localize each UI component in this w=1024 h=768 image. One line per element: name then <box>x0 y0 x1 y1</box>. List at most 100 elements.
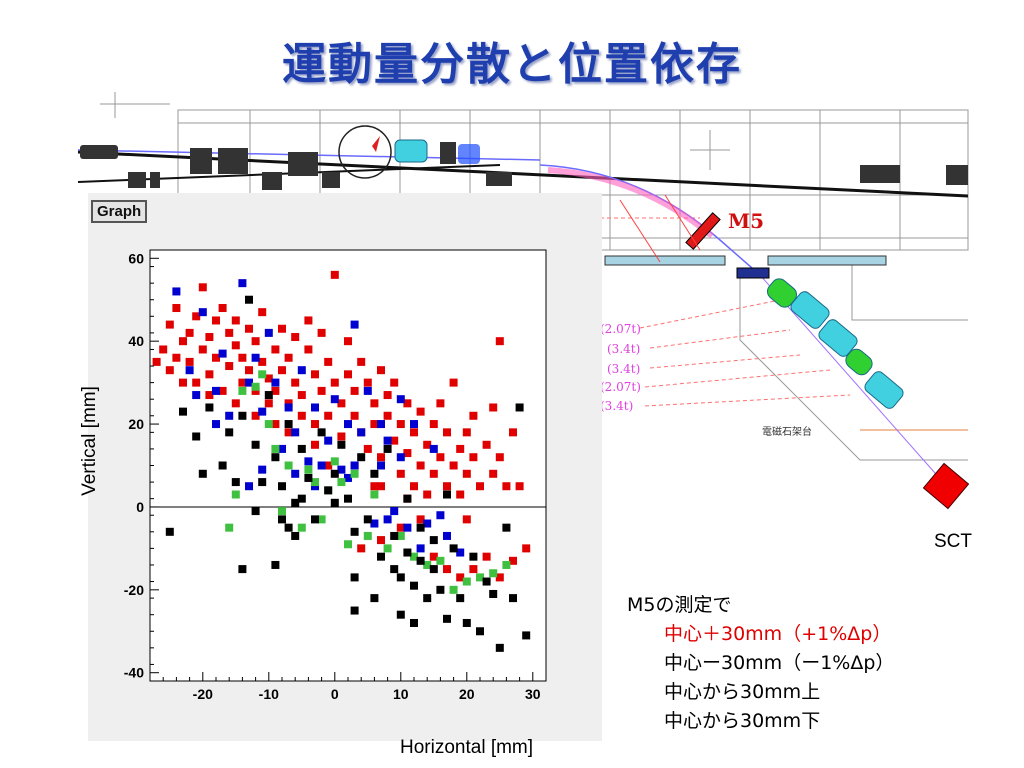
scatter-point <box>324 486 333 495</box>
scatter-point <box>330 378 339 387</box>
scatter-point <box>403 548 412 557</box>
scatter-point <box>436 511 445 520</box>
scatter-point <box>291 469 300 478</box>
scatter-point <box>344 494 352 503</box>
scatter-point <box>429 536 438 545</box>
scatter-point <box>443 482 451 491</box>
scatter-point <box>291 498 300 507</box>
scatter-point <box>251 337 260 346</box>
graph-tab-label: Graph <box>91 200 148 223</box>
scatter-point <box>449 378 458 387</box>
scatter-point <box>238 411 247 420</box>
scatter-point <box>357 544 366 553</box>
scatter-point <box>245 324 253 333</box>
scatter-point <box>238 353 247 362</box>
scatter-point <box>396 610 405 619</box>
scatter-point <box>192 391 201 400</box>
scatter-point <box>304 465 313 474</box>
scatter-point <box>383 391 392 400</box>
scatter-point <box>159 345 168 354</box>
scatter-point <box>278 324 286 333</box>
scatter-point <box>205 333 214 342</box>
scatter-point <box>251 382 260 391</box>
scatter-point <box>185 366 194 375</box>
scatter-point <box>377 482 385 491</box>
scatter-point <box>284 428 293 437</box>
scatter-point <box>264 420 273 429</box>
scatter-point <box>495 337 504 346</box>
scatter-point <box>297 523 306 532</box>
scatter-point <box>251 440 260 449</box>
scatter-point <box>337 440 346 449</box>
scatter-point <box>297 494 306 503</box>
scatter-point <box>410 428 418 437</box>
scatter-point <box>469 565 478 574</box>
scatter-point <box>179 378 187 387</box>
scatter-point <box>429 469 438 478</box>
scatter-point <box>509 428 517 437</box>
scatter-point <box>436 556 445 565</box>
scatter-point <box>231 316 240 325</box>
y-tick-label: 20 <box>128 416 144 432</box>
scatter-point <box>502 560 511 569</box>
scatter-point <box>311 403 319 412</box>
scatter-point <box>390 378 399 387</box>
scatter-point <box>205 370 214 379</box>
scatter-point <box>179 407 187 416</box>
scatter-point <box>264 399 273 408</box>
scatter-point <box>165 527 174 536</box>
scatter-point <box>462 515 471 524</box>
scatter-point <box>337 432 346 441</box>
scatter-point <box>330 498 339 507</box>
scatter-point <box>350 461 359 470</box>
scatter-point <box>476 482 484 491</box>
scatter-point <box>172 304 181 313</box>
scatter-point <box>482 552 491 561</box>
scatter-point <box>337 478 346 487</box>
scatter-point <box>469 411 478 420</box>
sct-label: SCT <box>934 531 972 552</box>
scatter-point <box>225 523 234 532</box>
scatter-point <box>311 440 319 449</box>
scatter-point <box>350 320 359 329</box>
scatter-point <box>370 482 379 491</box>
scatter-point <box>377 366 385 375</box>
scatter-point <box>363 386 372 395</box>
scatter-point <box>205 403 214 412</box>
scatter-point <box>476 627 484 636</box>
scatter-point <box>271 345 280 354</box>
scatter-point <box>278 482 286 491</box>
scatter-point <box>330 395 339 404</box>
scatter-point <box>330 457 339 466</box>
scatter-point <box>350 469 359 478</box>
scatter-point <box>429 420 438 429</box>
scatter-point <box>297 391 306 400</box>
scatter-point <box>179 337 187 346</box>
scatter-point <box>482 577 491 586</box>
scatter-point <box>443 565 451 574</box>
magnet-stand-label: 電磁石架台 <box>762 425 812 438</box>
scatter-point <box>291 378 300 387</box>
scatter-point <box>225 411 234 420</box>
scatter-point <box>324 357 333 366</box>
scatter-point <box>297 444 306 453</box>
scatter-point <box>218 461 227 470</box>
scatter-point <box>370 469 379 478</box>
notes-heading: M5の測定で <box>627 594 732 616</box>
scatter-point <box>396 395 405 404</box>
scatter-point <box>449 585 458 594</box>
scatter-point <box>436 585 445 594</box>
plot-area <box>149 249 547 682</box>
scatter-point <box>238 279 247 288</box>
scatter-point <box>317 428 326 437</box>
scatter-point <box>350 573 359 582</box>
scatter-point <box>410 618 418 627</box>
scatter-point <box>324 461 333 470</box>
scatter-point <box>410 552 418 561</box>
measurement-notes: M5の測定で 中心＋30mm（+1%Δp） 中心ー30mm（ー1%Δp） 中心か… <box>627 591 894 736</box>
scatter-point <box>317 515 326 524</box>
x-tick-label: 30 <box>525 686 541 702</box>
scatter-point <box>522 544 531 553</box>
scatter-point <box>476 573 484 582</box>
x-tick-label: 20 <box>459 686 475 702</box>
